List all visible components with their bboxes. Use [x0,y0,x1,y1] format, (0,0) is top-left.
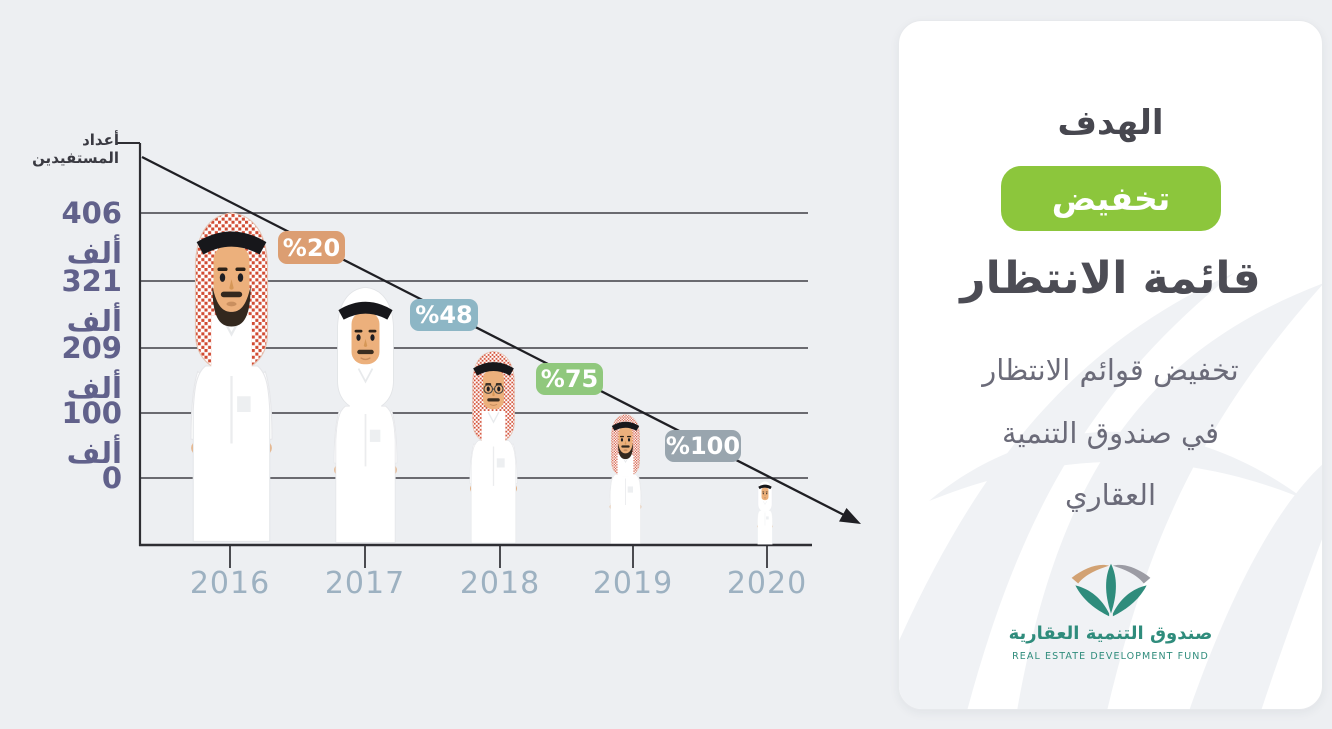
redf-logo-icon [1071,563,1151,617]
beneficiary-figure-2017 [313,283,418,545]
redf-logo-name-arabic: صندوق التنمية العقارية [1008,623,1213,644]
reduction-badge-100-label: %100 [665,432,741,460]
x-tick-2016: 2016 [189,566,271,601]
y-tick-209k: 209 ألف [61,331,122,405]
card-headline: قائمة الانتظار [960,253,1261,304]
card-title: الهدف [1057,103,1164,143]
goal-card: الهدف تخفيض قائمة الانتظار تخفيض قوائم ا… [898,20,1323,710]
y-tick-406k: 406 ألف [61,196,122,270]
card-body-line-1: تخفيض قوائم الانتظار [982,353,1239,387]
reduction-badge-100: %100 [665,430,741,462]
reduction-badge-75-label: %75 [540,365,599,393]
reduction-badge-75: %75 [536,363,603,395]
beneficiary-figure-2018 [454,348,533,545]
y-tick-100k: 100 ألف [61,396,122,470]
x-tick-2018: 2018 [459,566,541,601]
x-tick-2017: 2017 [324,566,406,601]
axes [116,142,812,547]
goal-pill: تخفيض [1001,166,1221,231]
x-axis-ticks [229,546,768,568]
redf-logo-name-english: REAL ESTATE DEVELOPMENT FUND [1012,651,1209,662]
beneficiary-figure-2020 [752,480,778,545]
card-body-line-3: العقاري [1064,478,1157,512]
beneficiary-figure-2016 [164,207,299,545]
x-tick-2020: 2020 [726,566,808,601]
x-tick-2019: 2019 [592,566,674,601]
goal-pill-label: تخفيض [1051,179,1171,218]
reduction-badge-20-label: %20 [282,233,341,262]
beneficiary-figure-2019 [599,412,652,545]
card-body-line-2: في صندوق التنمية [1001,416,1220,450]
y-tick-321k: 321 ألف [61,264,122,338]
reduction-badge-20: %20 [278,231,345,264]
y-axis-title: أعداد المستفيدين [32,131,119,167]
y-tick-0: 0 [101,461,122,495]
reduction-badge-48: %48 [410,299,478,331]
reduction-badge-48-label: %48 [415,301,473,329]
